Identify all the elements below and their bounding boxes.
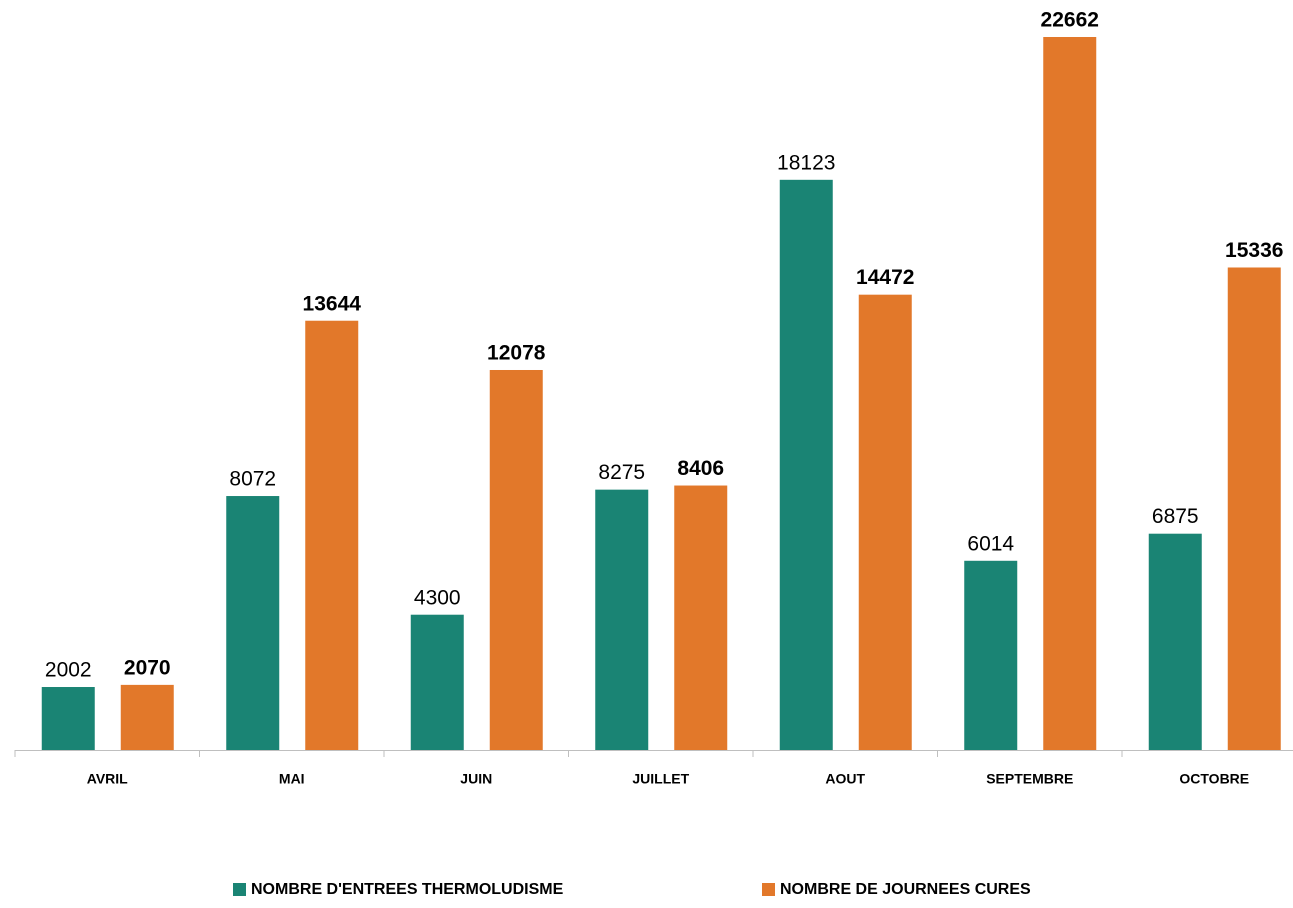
legend-swatch xyxy=(233,883,246,896)
value-label: 15336 xyxy=(1225,239,1283,262)
bar xyxy=(226,496,280,750)
bar xyxy=(674,485,728,750)
value-label: 22662 xyxy=(1041,9,1099,32)
bar xyxy=(779,179,833,751)
bar xyxy=(1043,37,1097,750)
value-label: 8406 xyxy=(677,457,724,480)
x-tick-label: JUILLET xyxy=(632,771,689,787)
value-label: 2002 xyxy=(45,659,92,682)
value-label: 8275 xyxy=(598,461,645,484)
x-tick-label: AVRIL xyxy=(87,771,128,787)
bar xyxy=(305,320,359,750)
x-tick-label: AOUT xyxy=(825,771,865,787)
value-label: 6014 xyxy=(967,532,1014,555)
bar xyxy=(1148,533,1202,750)
x-tick-label: JUIN xyxy=(460,771,492,787)
value-label: 2070 xyxy=(124,656,171,679)
value-label: 8072 xyxy=(229,468,276,491)
value-label: 12078 xyxy=(487,342,546,365)
bar xyxy=(489,369,543,750)
value-label: 18123 xyxy=(777,151,835,174)
legend-swatch xyxy=(762,883,775,896)
value-label: 13644 xyxy=(303,292,362,315)
x-tick-label: SEPTEMBRE xyxy=(986,771,1073,787)
value-label: 6875 xyxy=(1152,505,1199,528)
legend-label: NOMBRE D'ENTREES THERMOLUDISME xyxy=(251,881,564,898)
bar xyxy=(595,489,649,750)
bar xyxy=(1227,267,1281,750)
x-tick-label: MAI xyxy=(279,771,305,787)
value-label: 14472 xyxy=(856,266,914,289)
bar xyxy=(858,294,912,750)
bar xyxy=(410,614,464,750)
bar xyxy=(964,560,1018,750)
value-label: 4300 xyxy=(414,586,461,609)
bar xyxy=(120,684,174,750)
bar xyxy=(41,687,95,750)
x-tick-label: OCTOBRE xyxy=(1179,771,1249,787)
legend-label: NOMBRE DE JOURNEES CURES xyxy=(780,881,1031,898)
